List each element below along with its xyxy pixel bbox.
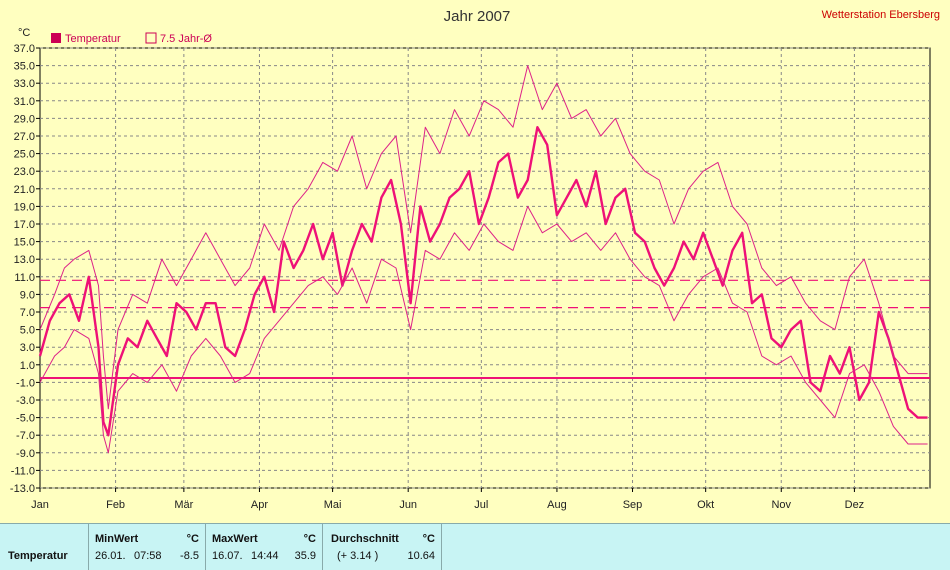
y-tick-label: 31.0	[14, 96, 35, 108]
legend-label-jahr: 7.5 Jahr-Ø	[160, 33, 212, 45]
y-tick-label: 33.0	[14, 78, 35, 90]
y-unit-label: °C	[18, 27, 30, 39]
legend-label-temperatur: Temperatur	[65, 33, 121, 45]
max-header: MaxWert	[212, 533, 258, 545]
stats-max-column: MaxWert °C 16.07. 14:44 35.9	[205, 524, 322, 570]
reference-lines	[40, 279, 930, 379]
avg-delta: (+ 3.14 )	[337, 550, 379, 562]
min-time: 07:58	[134, 550, 162, 562]
grid	[40, 47, 930, 489]
series-line-temperatur	[38, 125, 928, 437]
y-tick-label: 17.0	[14, 219, 35, 231]
x-axis: Jan Feb Mär Apr Mai Jun Jul Aug Sep Okt Nov Dez	[31, 488, 864, 511]
max-time: 14:44	[251, 550, 279, 562]
y-tick-label: -7.0	[16, 430, 35, 442]
x-tick-label: Dez	[845, 499, 865, 511]
x-tick-label: Mai	[324, 499, 342, 511]
y-tick-label: -1.0	[16, 377, 35, 389]
y-tick-label: 25.0	[14, 149, 35, 161]
y-tick-label: 11.0	[14, 272, 35, 284]
x-tick-label: Feb	[106, 499, 125, 511]
y-tick-label: 7.0	[20, 307, 35, 319]
y-tick-label: 29.0	[14, 113, 35, 125]
x-tick-label: Aug	[547, 499, 567, 511]
y-tick-label: 27.0	[14, 131, 35, 143]
y-tick-label: -13.0	[10, 483, 35, 495]
station-name: Wetterstation Ebersberg	[822, 9, 940, 21]
series-line-max	[39, 65, 928, 410]
y-tick-label: 3.0	[20, 342, 35, 354]
min-unit: °C	[186, 533, 199, 545]
legend: Temperatur 7.5 Jahr-Ø	[51, 32, 212, 45]
x-tick-label: Apr	[251, 499, 268, 511]
avg-value: 10.64	[407, 550, 435, 562]
y-axis: 37.0 35.0 33.0 31.0 29.0 27.0 25.0 23.0 21.0 19.0…	[10, 43, 40, 495]
y-tick-label: 37.0	[14, 43, 35, 55]
y-tick-label: 9.0	[20, 289, 35, 301]
y-tick-label: 15.0	[14, 237, 35, 249]
y-tick-label: 5.0	[20, 325, 35, 337]
avg-unit: °C	[422, 533, 435, 545]
x-tick-label: Jul	[474, 499, 488, 511]
legend-swatch-temperatur	[51, 33, 61, 43]
x-tick-label: Sep	[623, 499, 643, 511]
stats-row-label: Temperatur	[8, 550, 68, 562]
temperature-chart: Jahr 2007 Wetterstation Ebersberg °C Tem…	[10, 8, 940, 511]
y-tick-label: -9.0	[16, 448, 35, 460]
min-header: MinWert	[95, 533, 139, 545]
y-tick-label: 21.0	[14, 184, 35, 196]
chart-title: Jahr 2007	[444, 8, 511, 25]
x-tick-label: Jun	[399, 499, 417, 511]
series-lines	[38, 65, 928, 454]
stats-avg-column: Durchschnitt °C (+ 3.14 ) 10.64	[322, 524, 442, 570]
y-tick-label: 19.0	[14, 201, 35, 213]
y-tick-label: -3.0	[16, 395, 35, 407]
legend-swatch-jahr	[145, 32, 157, 44]
y-tick-label: 23.0	[14, 166, 35, 178]
min-date: 26.01.	[95, 550, 126, 562]
avg-header: Durchschnitt	[331, 533, 399, 545]
x-tick-label: Mär	[174, 499, 193, 511]
max-unit: °C	[303, 533, 316, 545]
x-tick-label: Nov	[771, 499, 791, 511]
max-date: 16.07.	[212, 550, 243, 562]
y-tick-label: -5.0	[16, 413, 35, 425]
min-value: -8.5	[180, 550, 199, 562]
y-tick-label: 1.0	[20, 360, 35, 372]
y-tick-label: 13.0	[14, 254, 35, 266]
plot-area	[39, 47, 931, 489]
series-line-min	[39, 205, 928, 454]
y-tick-label: -11.0	[11, 465, 35, 477]
max-value: 35.9	[294, 550, 316, 562]
y-tick-label: 35.0	[14, 61, 35, 73]
x-tick-label: Okt	[697, 499, 714, 511]
x-tick-label: Jan	[31, 499, 49, 511]
stats-min-column: MinWert °C 26.01. 07:58 -8.5	[88, 524, 205, 570]
stats-panel: Temperatur MinWert °C 26.01. 07:58 -8.5 …	[0, 523, 950, 570]
